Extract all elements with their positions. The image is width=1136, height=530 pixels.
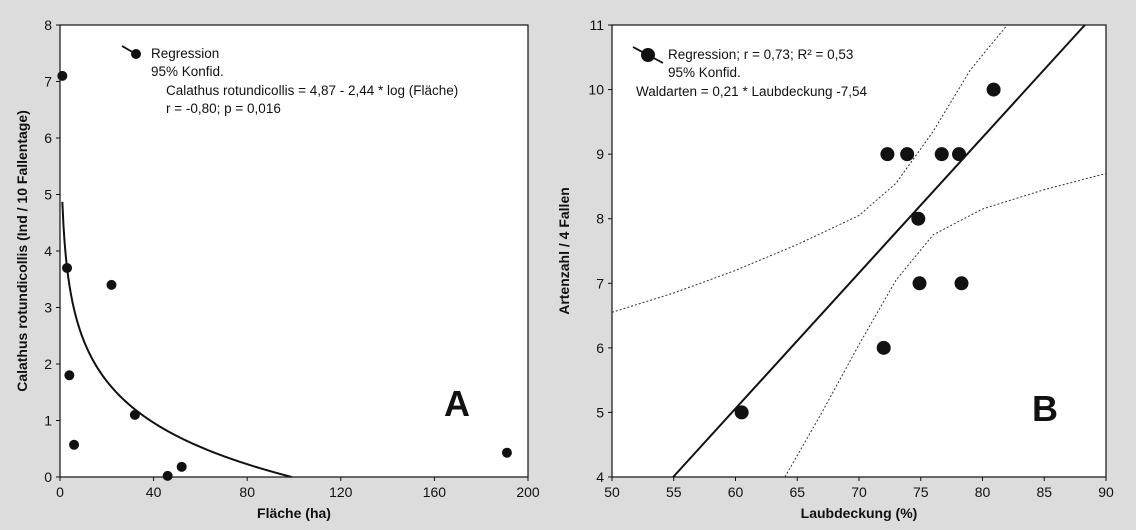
panel-b-plot-area — [611, 24, 1107, 478]
panel-a-y-axis-title: Calathus rotundicollis (Ind / 10 Fallent… — [14, 110, 30, 392]
panel-b-x-tick-label: 80 — [975, 484, 991, 500]
panel-a-legend-stats: r = -0,80; p = 0,016 — [166, 101, 281, 116]
panel-b-y-tick-label: 7 — [596, 275, 604, 291]
panel-b-data-point — [734, 405, 749, 420]
panel-a-x-tick-label: 0 — [56, 484, 64, 500]
panel-a-data-point — [106, 279, 117, 290]
panel-a-x-tick-label: 200 — [516, 484, 540, 500]
panel-a-data-point — [176, 461, 187, 472]
panel-a-data-point — [129, 409, 140, 420]
panel-b-data-point — [952, 147, 967, 162]
panel-b-label: B — [1032, 388, 1058, 429]
panel-b-x-tick-label: 50 — [604, 484, 620, 500]
panel-b-data-point — [986, 82, 1001, 97]
panel-b-points — [734, 82, 1001, 420]
panel-b-data-point — [912, 276, 927, 291]
panel-a-y-tick-label: 0 — [44, 469, 52, 485]
panel-b-legend-confidence: 95% Konfid. — [668, 65, 741, 80]
panel-b-regression-line — [672, 24, 1086, 478]
panel-b-y-tick-label: 5 — [596, 404, 604, 420]
panel-a-y-tick-label: 8 — [44, 17, 52, 33]
panel-b-x-tick-label: 65 — [789, 484, 805, 500]
panel-b-data-point — [911, 211, 926, 226]
panel-b-data-point — [934, 147, 949, 162]
panel-b-y-tick-label: 11 — [589, 17, 604, 33]
panel-a-data-point — [64, 370, 75, 381]
panel-b-x-ticks: 50 55 60 65 70 75 80 85 90 — [604, 477, 1114, 500]
panel-a-y-tick-label: 7 — [44, 74, 52, 90]
panel-b-legend-regression: Regression; r = 0,73; R² = 0,53 — [668, 47, 853, 62]
panel-a-plot-area — [59, 24, 529, 478]
panel-a-y-tick-label: 1 — [44, 413, 52, 429]
panel-b-data-point — [880, 147, 895, 162]
panel-b-data-point — [900, 147, 915, 162]
panel-a-x-tick-label: 80 — [239, 484, 255, 500]
panel-a-data-point — [57, 70, 68, 81]
panel-a-legend-confidence: 95% Konfid. — [151, 64, 224, 79]
panel-b-confidence-band — [611, 24, 1107, 478]
panel-b-y-ticks: 4 5 6 7 8 9 10 11 — [588, 17, 612, 485]
panel-a-y-tick-label: 6 — [44, 130, 52, 146]
panel-a-data-point — [62, 262, 73, 273]
panel-a-x-axis-title: Fläche (ha) — [257, 505, 331, 521]
panel-a-y-tick-label: 3 — [44, 300, 52, 316]
panel-b-legend-equation: Waldarten = 0,21 * Laubdeckung -7,54 — [636, 84, 868, 99]
panel-a-legend-marker — [131, 49, 141, 59]
panel-b-x-tick-label: 60 — [728, 484, 744, 500]
panel-a-x-tick-label: 40 — [146, 484, 162, 500]
panel-a-data-point — [501, 447, 512, 458]
panel-b-regression-line-path — [672, 24, 1086, 478]
panel-a-regression-curve-path — [61, 201, 292, 478]
panel-b-confidence-upper — [611, 24, 1008, 313]
panel-b-x-tick-label: 85 — [1036, 484, 1052, 500]
panel-a-data-point — [69, 439, 80, 450]
panel-a-data-point — [162, 470, 173, 481]
panel-a-y-ticks: 0 1 2 3 4 5 6 7 8 — [44, 17, 60, 485]
panel-b-y-tick-label: 8 — [596, 211, 604, 227]
panel-a-x-tick-label: 160 — [423, 484, 447, 500]
panel-a-y-tick-label: 2 — [44, 356, 52, 372]
panel-a-x-ticks: 0 40 80 120 160 200 — [56, 477, 540, 500]
panel-b-x-tick-label: 90 — [1098, 484, 1114, 500]
panel-a-regression-curve — [61, 201, 292, 478]
panel-b-chart: 50 55 60 65 70 75 80 85 90 4 5 6 7 8 9 10 11 Regression… — [556, 17, 1114, 521]
panel-b-y-tick-label: 4 — [596, 469, 604, 485]
panel-a-y-tick-label: 4 — [44, 243, 52, 259]
panel-b-y-axis-title: Artenzahl / 4 Fallen — [556, 187, 572, 315]
panel-b-y-tick-label: 6 — [596, 340, 604, 356]
panel-b-legend-marker — [641, 48, 655, 62]
panel-a-legend-equation: Calathus rotundicollis = 4,87 - 2,44 * l… — [166, 83, 458, 98]
panel-b-x-tick-label: 70 — [851, 484, 867, 500]
panel-b-legend: Regression; r = 0,73; R² = 0,53 95% Konf… — [632, 46, 868, 99]
panel-b-x-tick-label: 55 — [666, 484, 682, 500]
panel-a-legend-regression: Regression — [151, 46, 219, 61]
panel-b-data-point — [876, 340, 891, 355]
panel-b-x-axis-title: Laubdeckung (%) — [801, 505, 918, 521]
panel-a-label: A — [444, 383, 470, 424]
panel-b-y-tick-label: 9 — [596, 146, 604, 162]
panel-a-x-tick-label: 120 — [329, 484, 353, 500]
panel-b-data-point — [954, 276, 969, 291]
panel-a-points — [57, 70, 512, 481]
panel-b-y-tick-label: 10 — [588, 82, 604, 98]
panel-a-legend: Regression 95% Konfid. Calathus rotundic… — [121, 45, 458, 116]
panel-a-y-tick-label: 5 — [44, 187, 52, 203]
panel-b-x-tick-label: 75 — [913, 484, 929, 500]
panel-a-chart: 0 40 80 120 160 200 0 1 2 3 4 5 6 7 8 Regression 95% … — [14, 17, 540, 521]
